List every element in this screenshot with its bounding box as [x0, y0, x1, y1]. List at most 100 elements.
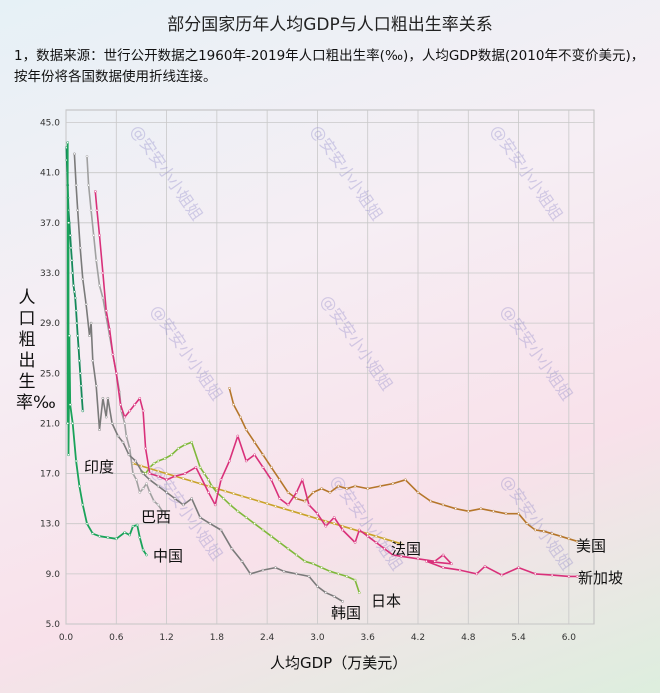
data-point	[286, 503, 290, 507]
data-point	[383, 537, 386, 541]
data-point	[219, 478, 223, 482]
data-point	[145, 553, 148, 557]
data-point	[575, 575, 579, 578]
data-point	[504, 512, 508, 516]
data-point	[110, 422, 114, 425]
series-line	[140, 441, 361, 593]
series-巴西	[85, 155, 164, 513]
x-tick-label: 1.8	[210, 633, 225, 643]
data-point	[550, 573, 554, 577]
data-point	[131, 472, 135, 475]
data-point	[525, 522, 529, 526]
y-tick-label: 9.0	[46, 570, 61, 580]
data-point	[357, 528, 361, 532]
data-point	[183, 443, 187, 447]
data-point	[181, 503, 185, 507]
data-point	[307, 575, 311, 578]
data-point	[475, 572, 479, 576]
data-point	[173, 474, 177, 478]
data-point	[316, 585, 319, 588]
data-point	[144, 472, 147, 475]
data-point	[138, 491, 142, 494]
data-point	[215, 487, 219, 490]
data-point	[441, 566, 445, 569]
data-point	[114, 537, 118, 541]
data-point	[244, 428, 248, 432]
data-point	[106, 396, 110, 400]
data-point	[194, 465, 198, 469]
data-point	[141, 548, 145, 552]
data-point	[121, 440, 125, 444]
data-point	[93, 190, 97, 193]
data-point	[257, 499, 261, 503]
data-point	[269, 465, 273, 469]
data-point	[416, 491, 420, 494]
data-point	[141, 487, 145, 490]
data-point	[213, 503, 217, 507]
data-point	[116, 434, 120, 438]
data-source-note: 1，数据来源：世行公开数据之1960年-2019年人口粗出生率(‰)，人均GDP…	[14, 48, 645, 85]
data-point	[303, 559, 307, 563]
data-point	[282, 507, 286, 511]
data-point	[85, 522, 89, 526]
series-label: 巴西	[141, 508, 171, 526]
data-point	[441, 503, 445, 507]
y-tick-label: 45.0	[40, 119, 60, 129]
y-tick-label: 37.0	[40, 219, 60, 229]
data-point	[183, 472, 187, 475]
series-label: 日本	[371, 592, 401, 610]
data-point	[324, 519, 328, 523]
data-point	[92, 234, 96, 237]
data-point	[300, 478, 304, 482]
x-tick-label: 0.0	[59, 633, 74, 643]
data-point	[198, 516, 202, 519]
data-point	[391, 539, 395, 543]
data-point	[391, 553, 395, 557]
data-point	[98, 234, 101, 237]
data-point	[71, 271, 75, 275]
data-point	[261, 568, 265, 572]
data-point	[87, 183, 90, 187]
y-tick-label: 17.0	[40, 470, 60, 480]
data-point	[128, 533, 132, 537]
data-point	[328, 491, 332, 494]
data-point	[261, 453, 265, 457]
data-point	[274, 566, 277, 569]
data-point	[374, 541, 378, 544]
data-point	[104, 415, 108, 419]
data-point	[316, 512, 319, 516]
y-tick-label: 5.0	[46, 620, 61, 630]
data-point	[66, 422, 70, 425]
data-point	[91, 532, 95, 536]
data-point	[295, 497, 298, 500]
data-point	[198, 482, 202, 485]
data-point	[500, 573, 504, 577]
data-point	[165, 472, 168, 475]
data-point	[135, 523, 139, 527]
data-point	[219, 528, 223, 532]
data-point	[73, 296, 77, 300]
series-韩国	[73, 152, 344, 603]
data-point	[366, 534, 370, 538]
data-point	[210, 484, 214, 488]
data-point	[399, 542, 403, 546]
series-line	[66, 142, 148, 556]
data-point	[265, 502, 269, 505]
data-point	[232, 492, 235, 495]
data-point	[269, 478, 273, 482]
data-point	[353, 578, 357, 582]
data-point	[74, 309, 78, 312]
data-point	[341, 524, 344, 528]
data-point	[202, 472, 206, 475]
data-point	[278, 541, 282, 544]
data-point	[240, 494, 244, 498]
data-point	[148, 491, 152, 494]
data-point	[232, 403, 235, 406]
watermark: @安安小小姐姐	[147, 301, 227, 404]
data-point	[94, 384, 98, 388]
data-point	[72, 284, 75, 287]
data-point	[332, 595, 336, 598]
data-point	[67, 453, 70, 457]
data-point	[77, 346, 80, 350]
